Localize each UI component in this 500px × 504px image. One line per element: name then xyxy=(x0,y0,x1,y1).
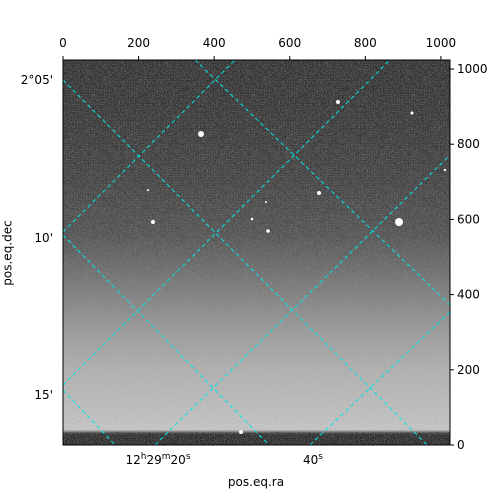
y-tick-label: 600 xyxy=(457,212,480,226)
image xyxy=(63,60,450,445)
y-tick-label: 200 xyxy=(457,363,480,377)
x-tick-label: 600 xyxy=(278,36,301,50)
ra-tick-label: 40s xyxy=(303,452,323,467)
y-tick-label: 400 xyxy=(457,288,480,302)
coordinate-grid xyxy=(63,60,450,445)
dec-tick-label: 10' xyxy=(34,231,53,245)
x-tick-label: 0 xyxy=(59,36,67,50)
x-tick-label: 400 xyxy=(203,36,226,50)
y-axis-label: pos.eq.dec xyxy=(1,220,15,285)
ra-tick-label: 12h29m20s xyxy=(125,452,190,467)
x-tick-label: 200 xyxy=(127,36,150,50)
plot-frame xyxy=(62,59,451,446)
x-tick-label: 800 xyxy=(354,36,377,50)
x-axis-label: pos.eq.ra xyxy=(228,475,284,489)
y-tick-label: 800 xyxy=(457,137,480,151)
x-tick-label: 1000 xyxy=(426,36,457,50)
dec-tick-label: 15' xyxy=(34,388,53,402)
y-tick-label: 1000 xyxy=(457,62,488,76)
y-tick-label: 0 xyxy=(457,438,465,452)
dec-tick-label: 2°05' xyxy=(21,73,53,87)
